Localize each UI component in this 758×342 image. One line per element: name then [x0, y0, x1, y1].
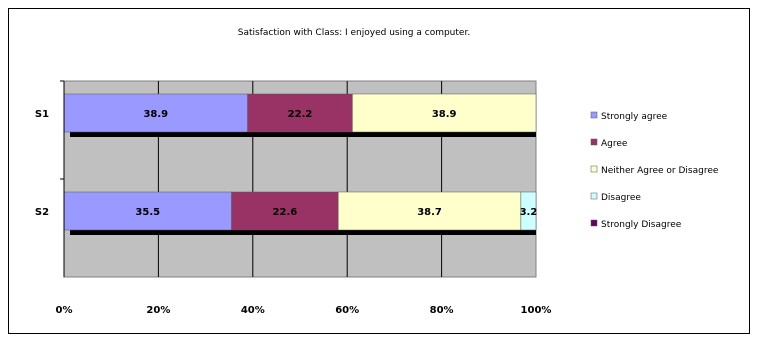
- chart-svg: Satisfaction with Class: I enjoyed using…: [35, 28, 719, 316]
- y-axis: S1 S2: [35, 80, 65, 277]
- data-label: 38.9: [432, 109, 457, 120]
- bar-shadow: [70, 230, 536, 235]
- x-axis: 0% 20% 40% 60% 80% 100%: [56, 305, 552, 316]
- data-label: 38.7: [417, 207, 442, 218]
- legend-swatch: [590, 165, 598, 173]
- bars: 38.9 22.2 38.9 35.5 22.6 38.7 3.2: [63, 93, 538, 235]
- data-label: 38.9: [143, 109, 168, 120]
- x-tick-label: 80%: [430, 305, 454, 316]
- legend-swatch: [590, 219, 598, 227]
- data-label: 22.2: [288, 109, 313, 120]
- bar-segment: [63, 93, 248, 133]
- legend-swatch: [590, 111, 598, 119]
- data-label: 35.5: [135, 207, 160, 218]
- legend-label: Neither Agree or Disagree: [601, 166, 719, 176]
- bar-segment: [247, 93, 353, 133]
- bar-segment: [63, 191, 232, 231]
- x-tick-label: 40%: [241, 305, 265, 316]
- data-label: 3.2: [520, 207, 538, 218]
- chart-frame: Satisfaction with Class: I enjoyed using…: [8, 8, 750, 334]
- chart-title: Satisfaction with Class: I enjoyed using…: [238, 28, 470, 38]
- legend-label: Strongly Disagree: [601, 220, 682, 230]
- legend-label: Strongly agree: [601, 112, 668, 122]
- category-label: S2: [35, 207, 49, 218]
- legend-swatch: [590, 192, 598, 200]
- legend: Strongly agree Agree Neither Agree or Disa…: [590, 111, 719, 230]
- bar-shadow: [70, 132, 536, 137]
- bar-segment: [231, 191, 339, 231]
- x-tick-label: 60%: [335, 305, 359, 316]
- legend-swatch: [590, 138, 598, 146]
- bar-segment: [520, 191, 537, 231]
- bar-segment: [337, 191, 522, 231]
- category-label: S1: [35, 109, 49, 120]
- legend-label: Disagree: [601, 193, 641, 203]
- x-tick-label: 0%: [56, 305, 73, 316]
- bar-segment: [352, 93, 537, 133]
- data-label: 22.6: [273, 207, 298, 218]
- x-tick-label: 20%: [146, 305, 170, 316]
- legend-label: Agree: [601, 139, 628, 149]
- x-tick-label: 100%: [521, 305, 552, 316]
